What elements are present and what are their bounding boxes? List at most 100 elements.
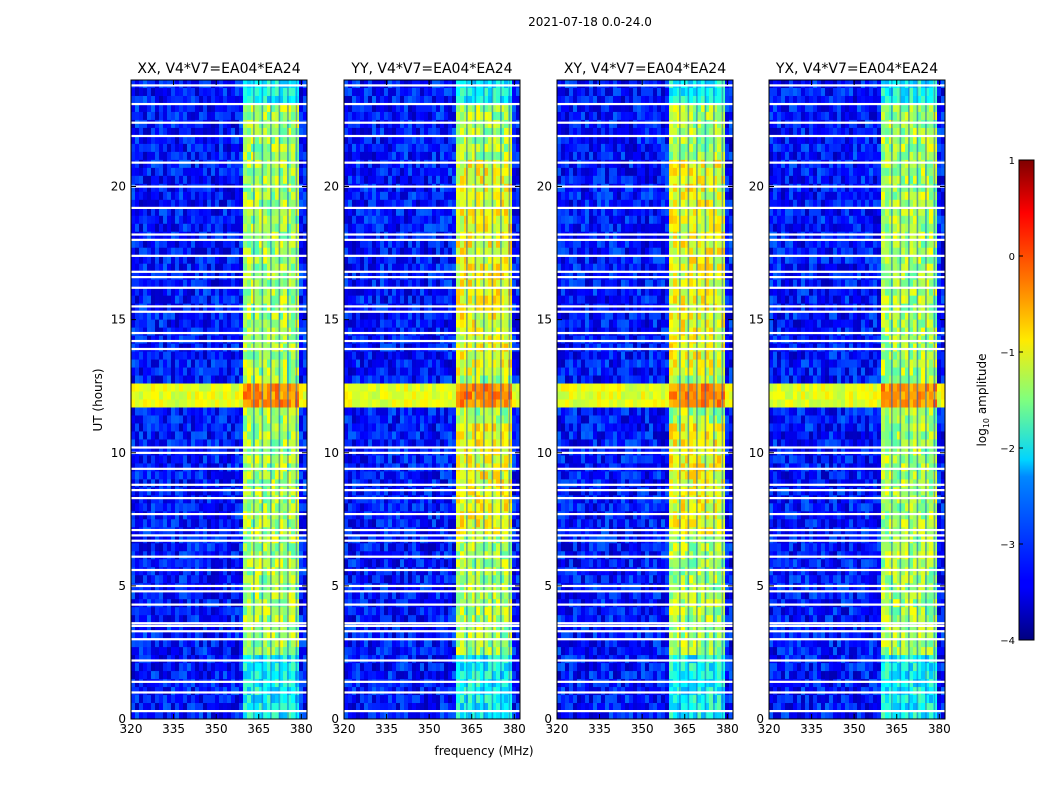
heatmap-cell: [283, 127, 288, 137]
heatmap-cell: [247, 439, 252, 448]
heatmap-cell: [135, 359, 140, 368]
heatmap-cell: [287, 351, 292, 360]
heatmap-cell: [187, 511, 192, 520]
heatmap-cell: [243, 80, 248, 89]
heatmap-cell: [135, 167, 140, 177]
heatmap-cell: [175, 247, 180, 257]
flagged-gap-row: [131, 539, 307, 542]
heatmap-cell: [504, 207, 509, 217]
heatmap-cell: [155, 407, 160, 416]
heatmap-cell: [283, 415, 288, 424]
heatmap-cell: [303, 119, 308, 129]
heatmap-cell: [239, 519, 244, 528]
heatmap-cell: [223, 375, 228, 384]
heatmap-cell: [420, 159, 425, 169]
heatmap-cell: [239, 231, 244, 241]
heatmap-cell: [488, 119, 493, 129]
heatmap-cell: [263, 183, 268, 193]
heatmap-cell: [167, 567, 172, 576]
heatmap-cell: [175, 607, 180, 616]
heatmap-cell: [207, 487, 212, 496]
heatmap-cell: [424, 127, 429, 137]
heatmap-cell: [279, 247, 284, 257]
heatmap-cell: [352, 175, 357, 185]
heatmap-cell: [263, 191, 268, 201]
heatmap-cell: [155, 183, 160, 193]
heatmap-cell: [219, 447, 224, 456]
heatmap-cell: [468, 159, 473, 169]
heatmap-cell: [468, 111, 473, 121]
heatmap-cell: [291, 167, 296, 177]
heatmap-cell: [255, 479, 260, 488]
heatmap-cell: [231, 615, 236, 624]
heatmap-cell: [303, 687, 308, 696]
heatmap-cell: [159, 359, 164, 368]
heatmap-cell: [352, 159, 357, 169]
heatmap-cell: [223, 663, 228, 672]
heatmap-cell: [428, 207, 433, 217]
heatmap-cell: [440, 159, 445, 169]
heatmap-cell: [259, 303, 264, 313]
heatmap-cell: [151, 703, 156, 712]
heatmap-cell: [271, 351, 276, 360]
heatmap-cell: [444, 87, 449, 97]
heatmap-cell: [235, 479, 240, 488]
heatmap-cell: [368, 295, 373, 305]
heatmap-cell: [275, 415, 280, 424]
heatmap-cell: [480, 287, 485, 297]
heatmap-cell: [195, 687, 200, 696]
heatmap-cell: [364, 223, 369, 233]
heatmap-cell: [203, 599, 208, 608]
heatmap-cell: [139, 135, 144, 145]
heatmap-cell: [496, 151, 501, 161]
heatmap-cell: [155, 495, 160, 504]
heatmap-cell: [223, 607, 228, 616]
heatmap-cell: [356, 287, 361, 297]
heatmap-cell: [492, 191, 497, 201]
heatmap-cell: [448, 167, 453, 177]
heatmap-cell: [291, 287, 296, 297]
heatmap-cell: [360, 127, 365, 137]
heatmap-cell: [380, 159, 385, 169]
heatmap-cell: [396, 135, 401, 145]
heatmap-cell: [163, 111, 168, 121]
heatmap-cell: [484, 80, 489, 89]
heatmap-cell: [143, 647, 148, 656]
heatmap-cell: [500, 103, 505, 113]
heatmap-cell: [167, 711, 172, 720]
heatmap-cell: [235, 487, 240, 496]
heatmap-cell: [259, 655, 264, 664]
heatmap-cell: [207, 679, 212, 688]
heatmap-cell: [412, 287, 417, 297]
heatmap-cell: [231, 175, 236, 185]
heatmap-cell: [227, 127, 232, 137]
heatmap-cell: [219, 303, 224, 313]
heatmap-cell: [279, 599, 284, 608]
heatmap-cell: [496, 311, 501, 321]
heatmap-cell: [227, 399, 232, 408]
heatmap-cell: [456, 175, 461, 185]
heatmap-cell: [131, 655, 136, 664]
heatmap-cell: [263, 215, 268, 225]
heatmap-cell: [139, 335, 144, 344]
heatmap-cell: [259, 111, 264, 121]
heatmap-cell: [356, 103, 361, 113]
heatmap-cell: [235, 679, 240, 688]
heatmap-cell: [416, 239, 421, 249]
heatmap-cell: [456, 239, 461, 249]
heatmap-cell: [380, 287, 385, 297]
heatmap-cell: [179, 511, 184, 520]
heatmap-cell: [267, 431, 272, 440]
heatmap-cell: [243, 319, 248, 329]
heatmap-cell: [187, 215, 192, 225]
heatmap-cell: [167, 599, 172, 608]
heatmap-cell: [207, 415, 212, 424]
heatmap-cell: [203, 135, 208, 145]
heatmap-cell: [484, 191, 489, 201]
heatmap-cell: [151, 351, 156, 360]
heatmap-cell: [211, 599, 216, 608]
heatmap-cell: [183, 255, 188, 265]
heatmap-cell: [135, 519, 140, 528]
heatmap-cell: [287, 287, 292, 297]
